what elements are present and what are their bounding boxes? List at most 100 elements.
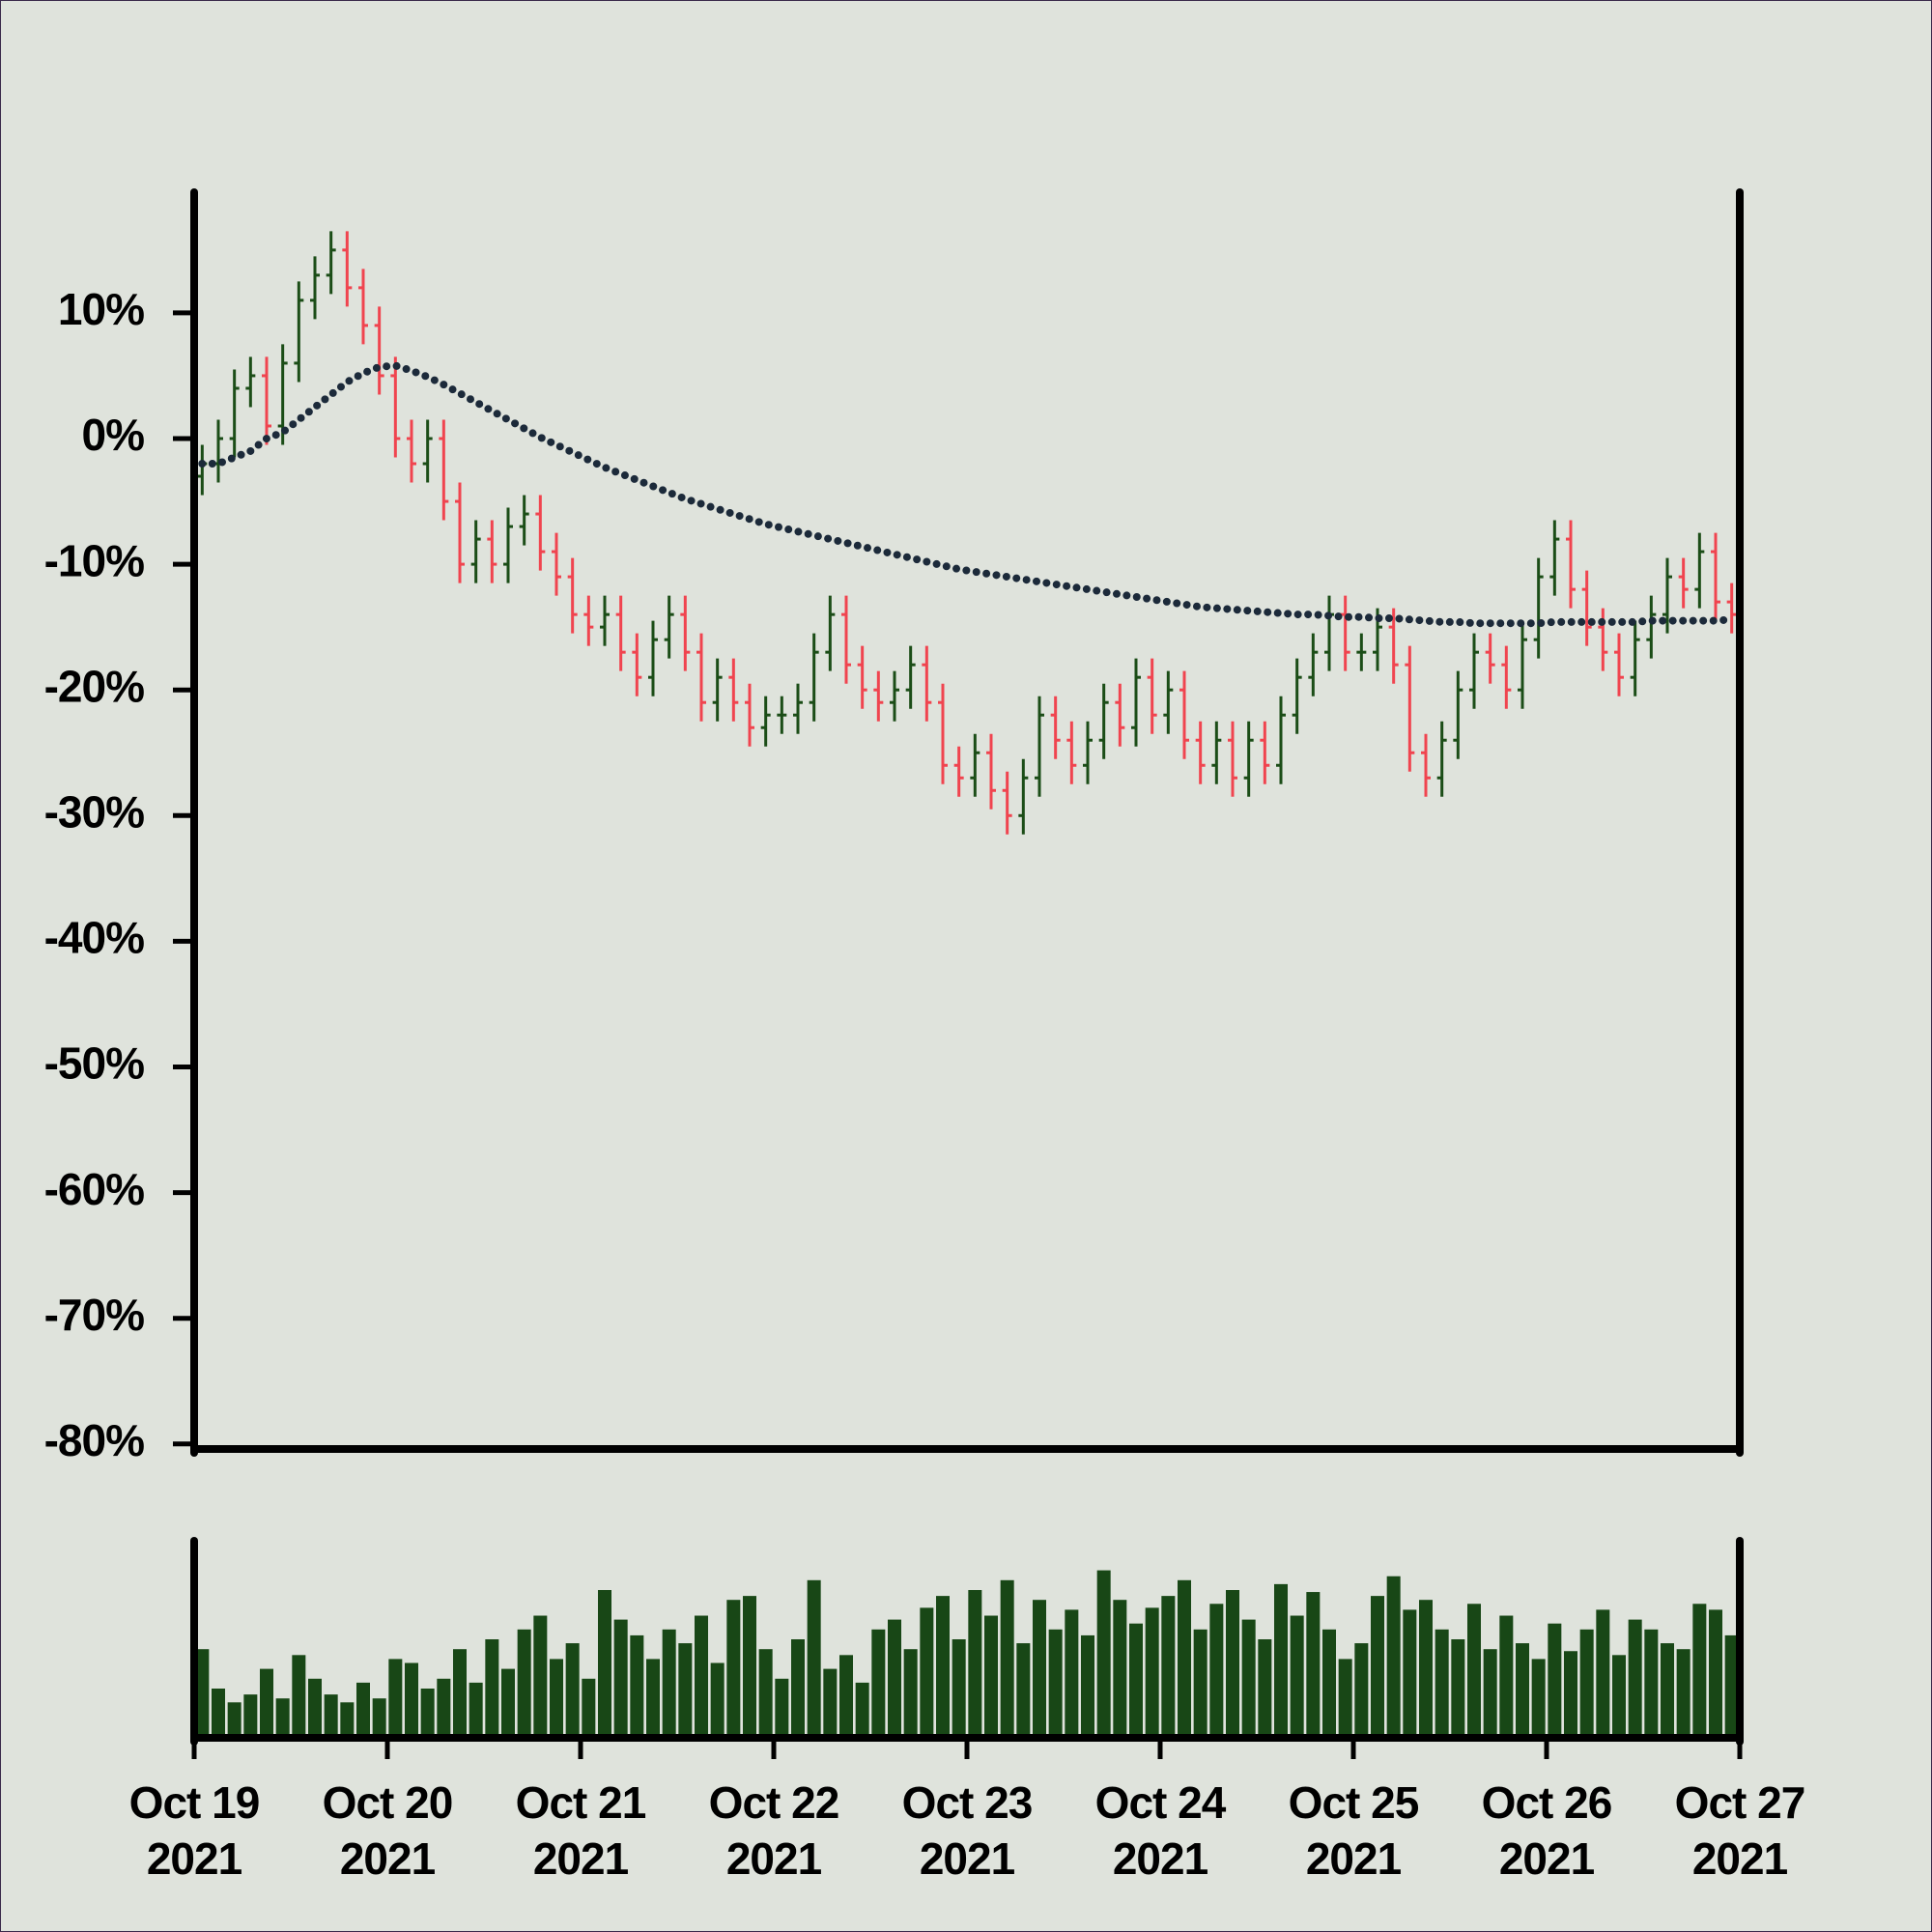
y-tick-label: -80% [44,1415,144,1465]
volume-bar [340,1702,355,1738]
volume-bar [1403,1609,1417,1738]
volume-bar [565,1643,580,1738]
volume-bar [533,1615,548,1738]
volume-bar [1000,1579,1014,1738]
volume-bar [405,1662,418,1738]
volume-bar [1209,1604,1224,1738]
volume-bar [1033,1600,1046,1738]
x-tick-label: Oct 23 2021 [901,1777,1034,1884]
volume-bar [324,1694,338,1738]
volume-bar [1661,1643,1674,1738]
y-tick-label: -40% [44,913,144,963]
volume-bar [1081,1634,1094,1738]
volume-bar [1644,1629,1659,1738]
volume-bar [1096,1570,1111,1738]
volume-bar [888,1619,901,1738]
volume-bar [1306,1592,1321,1738]
volume-bar [791,1639,805,1738]
volume-bar [662,1629,676,1738]
volume-bar [388,1659,403,1738]
x-tick-label: Oct 19 2021 [128,1777,261,1884]
volume-bar [1065,1609,1079,1738]
volume-bar [775,1678,789,1738]
volume-bar [903,1649,918,1738]
x-tick-label: Oct 26 2021 [1481,1777,1613,1884]
volume-bar [582,1678,596,1738]
volume-bar [839,1655,853,1738]
volume-bar [1516,1643,1529,1738]
volume-bar [212,1689,225,1738]
volume-bar [1451,1639,1465,1738]
volume-bar [936,1596,950,1738]
volume-bar [1386,1576,1401,1738]
volume-bar [1241,1619,1256,1738]
volume-bar [1709,1609,1722,1738]
volume-bar [1226,1590,1239,1738]
x-tick-label: Oct 27 2021 [1674,1777,1806,1884]
volume-bar [420,1689,435,1738]
volume-bar [243,1694,258,1738]
y-tick-label: -30% [44,786,144,837]
volume-bar [1354,1643,1369,1738]
volume-bar [646,1659,660,1738]
volume-bar [1258,1639,1272,1738]
volume-bar [1724,1634,1739,1738]
volume-bar [630,1634,644,1738]
volume-bar [758,1649,773,1738]
volume-bar [726,1600,741,1738]
volume-bar [1531,1659,1546,1738]
volume-bar [807,1579,821,1738]
volume-bar [695,1615,708,1738]
volume-bar [275,1698,290,1738]
x-tick-label: Oct 25 2021 [1288,1777,1420,1884]
volume-bar [678,1643,693,1738]
volume-bar [1290,1615,1304,1738]
y-tick-label: -50% [44,1038,144,1089]
y-tick-label: 0% [82,410,145,460]
x-tick-label: Oct 21 2021 [515,1777,647,1884]
y-tick-label: -10% [44,535,144,585]
volume-bar [1596,1609,1610,1738]
volume-bar [1161,1596,1176,1738]
volume-bar [710,1662,724,1738]
x-tick-label: Oct 22 2021 [708,1777,840,1884]
y-tick-label: -70% [44,1290,144,1340]
volume-bar [1322,1629,1336,1738]
y-tick-label: -60% [44,1164,144,1214]
volume-bar [1499,1615,1514,1738]
volume-bar [613,1619,628,1738]
volume-bar [1274,1583,1288,1738]
volume-bar [952,1639,966,1738]
volume-bar [550,1659,563,1738]
y-tick-label: -20% [44,661,144,711]
volume-bar [1435,1629,1449,1738]
volume-bar [1564,1651,1577,1738]
volume-bar [227,1702,242,1738]
volume-bar [871,1629,886,1738]
volume-bar [1419,1600,1433,1738]
volume-bar [485,1639,499,1738]
volume-bar [1113,1600,1127,1738]
volume-bar [356,1682,370,1738]
volume-bar [1193,1629,1208,1738]
volume-bar [437,1678,451,1738]
volume-bar [598,1590,611,1738]
x-tick-label: Oct 20 2021 [322,1777,454,1884]
volume-bar [855,1682,869,1738]
volume-bar [1048,1629,1063,1738]
volume-bar [1371,1596,1384,1738]
volume-bar [1467,1604,1481,1738]
volume-bar [1676,1649,1690,1738]
y-tick-label: 10% [58,284,144,334]
volume-bar [1548,1623,1562,1738]
volume-bar [1338,1659,1352,1738]
volume-bar [1016,1643,1031,1738]
volume-bar [372,1698,386,1738]
volume-bar [920,1607,934,1738]
volume-bar [1612,1655,1626,1738]
volume-bar [292,1655,306,1738]
volume-bar [469,1682,483,1738]
volume-bar [1145,1607,1159,1738]
volume-bar [501,1668,515,1738]
